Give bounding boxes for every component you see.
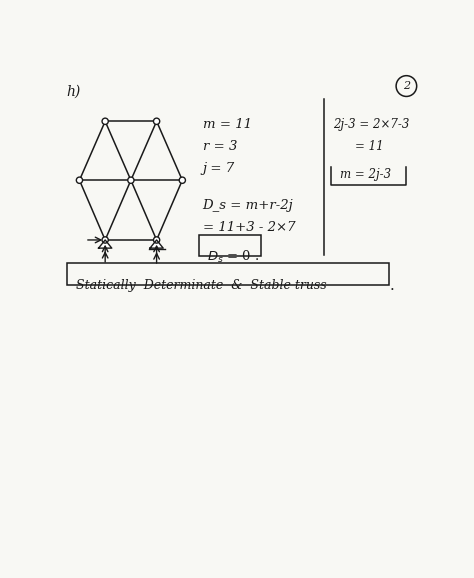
Circle shape	[102, 237, 108, 243]
Text: 2: 2	[403, 81, 410, 91]
Circle shape	[154, 118, 160, 124]
Text: .: .	[390, 279, 395, 293]
Polygon shape	[99, 240, 112, 248]
Text: D_s = m+r-2j: D_s = m+r-2j	[202, 199, 293, 212]
Circle shape	[179, 177, 185, 183]
Polygon shape	[150, 240, 163, 248]
Text: Statically  Determinate  &  Stable truss: Statically Determinate & Stable truss	[76, 279, 327, 292]
Text: m = 2j-3: m = 2j-3	[340, 168, 392, 181]
Text: $\it{D_s}$ = 0 .: $\it{D_s}$ = 0 .	[207, 249, 259, 265]
Circle shape	[76, 177, 82, 183]
Text: j = 7: j = 7	[202, 162, 235, 175]
Circle shape	[128, 177, 134, 183]
Text: m = 11: m = 11	[202, 117, 252, 131]
Text: r = 3: r = 3	[202, 140, 237, 153]
Text: = 11+3 - 2×7: = 11+3 - 2×7	[202, 221, 295, 235]
Text: = 11: = 11	[355, 140, 383, 153]
Text: 2j-3 = 2×7-3: 2j-3 = 2×7-3	[333, 117, 410, 131]
Circle shape	[102, 118, 108, 124]
Circle shape	[154, 237, 160, 243]
Text: h): h)	[66, 84, 80, 98]
